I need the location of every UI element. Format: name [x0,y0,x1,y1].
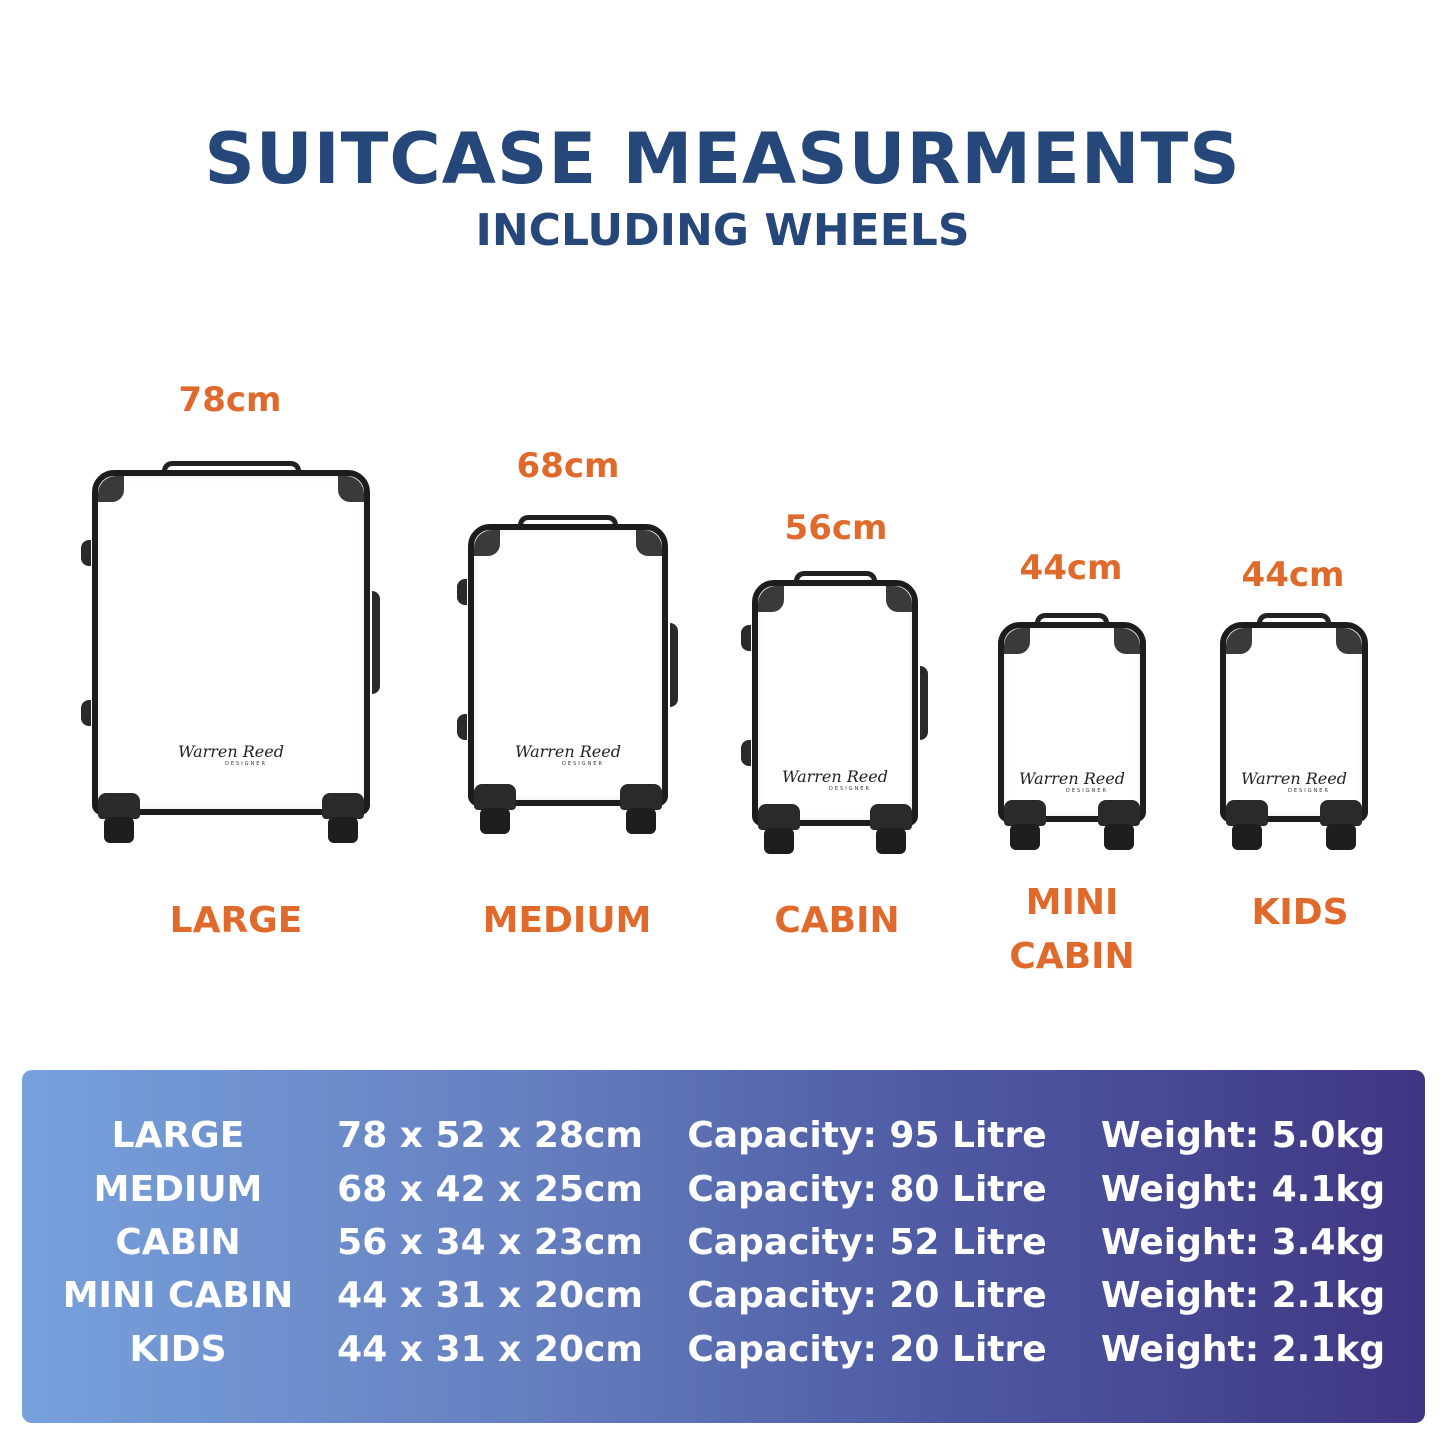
size-cell: KIDS [129,1329,227,1370]
brand-logo: Warren Reed DESIGNER [1019,769,1125,794]
brand-logo: Warren Reed DESIGNER [515,741,621,767]
capacity-cell: Capacity: 80 Litre [687,1169,1047,1210]
table-row: LARGE 78 x 52 x 28cm Capacity: 95 Litre … [22,1109,1425,1163]
height-label-large: 78cm [178,380,282,420]
page-subtitle: INCLUDING WHEELS [475,205,970,256]
table-row: MEDIUM 68 x 42 x 25cm Capacity: 80 Litre… [22,1163,1425,1217]
capacity-cell: Capacity: 20 Litre [687,1275,1047,1316]
suitcase-kids-image: Warren Reed DESIGNER [1220,613,1368,850]
suitcase-handle [1257,613,1331,627]
weight-cell: Weight: 5.0kg [1100,1115,1386,1156]
dimensions-cell: 78 x 52 x 28cm [337,1115,643,1156]
table-row: MINI CABIN 44 x 31 x 20cm Capacity: 20 L… [22,1269,1425,1323]
brand-logo: Warren Reed DESIGNER [1241,769,1347,794]
suitcase-cabin-image: Warren Reed DESIGNER [741,571,928,854]
suitcase-handle [793,571,877,585]
size-cell: LARGE [111,1115,245,1156]
size-name-medium: MEDIUM [482,900,652,941]
suitcase-mini-cabin-image: Warren Reed DESIGNER [998,613,1146,850]
suitcase-medium-image: Warren Reed DESIGNER [457,515,678,834]
brand-logo: Warren Reed DESIGNER [178,741,284,767]
height-label-cabin: 56cm [784,508,888,548]
suitcase-handle [518,515,618,529]
dimensions-cell: 44 x 31 x 20cm [337,1275,643,1316]
dimensions-cell: 56 x 34 x 23cm [337,1222,643,1263]
weight-cell: Weight: 2.1kg [1100,1275,1386,1316]
size-name-large: LARGE [169,900,303,941]
height-label-medium: 68cm [516,446,620,486]
suitcase-handle [161,461,301,475]
size-name-cabin: CABIN [774,900,900,941]
table-row: CABIN 56 x 34 x 23cm Capacity: 52 Litre … [22,1216,1425,1270]
weight-cell: Weight: 2.1kg [1100,1329,1386,1370]
weight-cell: Weight: 4.1kg [1100,1169,1386,1210]
height-label-kids: 44cm [1241,555,1345,595]
brand-logo: Warren Reed DESIGNER [782,766,888,792]
height-label-mini-cabin: 44cm [1019,548,1123,588]
weight-cell: Weight: 3.4kg [1100,1222,1386,1263]
size-cell: MEDIUM [93,1169,263,1210]
specs-table: LARGE 78 x 52 x 28cm Capacity: 95 Litre … [22,1070,1425,1423]
suitcase-large-image: Warren Reed DESIGNER [81,461,380,843]
dimensions-cell: 68 x 42 x 25cm [337,1169,643,1210]
dimensions-cell: 44 x 31 x 20cm [337,1329,643,1370]
table-row: KIDS 44 x 31 x 20cm Capacity: 20 Litre W… [22,1323,1425,1377]
capacity-cell: Capacity: 95 Litre [687,1115,1047,1156]
page-title: SUITCASE MEASURMENTS [204,118,1241,200]
size-name-mini-cabin-line2: CABIN [1009,936,1135,977]
capacity-cell: Capacity: 20 Litre [687,1329,1047,1370]
suitcase-handle [1035,613,1109,627]
size-name-kids: KIDS [1251,892,1349,933]
capacity-cell: Capacity: 52 Litre [687,1222,1047,1263]
size-cell: MINI CABIN [62,1275,294,1316]
size-name-mini-cabin-line1: MINI [1025,882,1119,923]
size-cell: CABIN [115,1222,241,1263]
